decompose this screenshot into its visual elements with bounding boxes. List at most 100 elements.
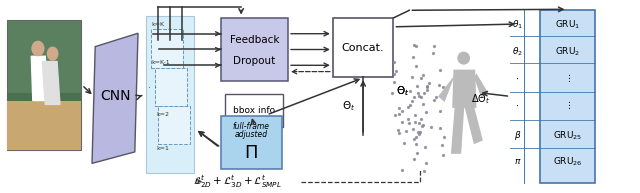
Point: [390, 113, 400, 116]
FancyBboxPatch shape: [225, 94, 283, 127]
Point: [394, 107, 404, 110]
Point: [414, 133, 424, 136]
Point: [405, 89, 415, 92]
Point: [403, 105, 413, 108]
Point: [429, 99, 439, 102]
Point: [394, 132, 404, 135]
Text: · ·: · ·: [148, 83, 157, 93]
Point: [421, 89, 431, 92]
FancyBboxPatch shape: [540, 10, 595, 183]
Polygon shape: [42, 62, 60, 104]
Text: k=K: k=K: [152, 22, 164, 27]
Point: [412, 143, 422, 146]
Point: [392, 128, 403, 131]
Point: [387, 91, 397, 94]
Ellipse shape: [458, 52, 470, 65]
FancyBboxPatch shape: [7, 20, 81, 150]
Text: GRU$_2$: GRU$_2$: [555, 45, 580, 58]
Point: [399, 142, 410, 145]
Point: [408, 128, 419, 131]
Point: [438, 153, 448, 156]
Polygon shape: [438, 73, 456, 102]
Point: [403, 121, 413, 124]
Point: [408, 56, 419, 59]
Point: [404, 103, 415, 106]
Polygon shape: [452, 70, 476, 108]
Point: [410, 113, 420, 116]
FancyBboxPatch shape: [7, 93, 81, 101]
Text: $\Pi$: $\Pi$: [244, 144, 258, 162]
Point: [435, 127, 445, 130]
Point: [422, 85, 433, 88]
Point: [390, 70, 401, 73]
Text: $\pi$: $\pi$: [513, 157, 521, 166]
Point: [408, 158, 419, 161]
Text: $\beta$: $\beta$: [513, 129, 521, 142]
FancyBboxPatch shape: [147, 16, 194, 173]
Text: adjusted: adjusted: [235, 130, 268, 139]
Text: bbox info: bbox info: [233, 106, 275, 115]
Text: Dropout: Dropout: [234, 56, 276, 66]
Point: [415, 77, 426, 80]
Text: k=2: k=2: [157, 112, 170, 117]
Ellipse shape: [47, 47, 58, 61]
Point: [412, 84, 422, 87]
Point: [416, 96, 426, 99]
Point: [412, 130, 422, 134]
FancyBboxPatch shape: [221, 18, 288, 81]
Point: [418, 123, 428, 126]
Point: [409, 137, 419, 141]
Point: [415, 118, 426, 121]
Point: [435, 110, 445, 113]
Point: [411, 64, 421, 67]
Point: [407, 76, 417, 79]
Point: [419, 170, 429, 173]
Text: CNN: CNN: [100, 89, 131, 103]
Text: $\Delta\Theta_t$: $\Delta\Theta_t$: [471, 92, 491, 106]
Text: GRU$_{26}$: GRU$_{26}$: [552, 155, 582, 168]
Text: $\Theta_t$: $\Theta_t$: [396, 84, 410, 97]
Point: [406, 99, 417, 102]
Text: k=1: k=1: [157, 146, 170, 151]
Text: GRU$_1$: GRU$_1$: [555, 18, 580, 31]
Point: [389, 61, 399, 64]
Text: k=K-1: k=K-1: [152, 60, 170, 65]
Point: [397, 109, 407, 112]
FancyBboxPatch shape: [221, 116, 282, 169]
Point: [422, 86, 432, 89]
Point: [435, 68, 445, 71]
Text: $\Theta_t$: $\Theta_t$: [396, 84, 410, 97]
Point: [437, 143, 447, 146]
Text: $\Theta_t$: $\Theta_t$: [342, 99, 356, 113]
Point: [397, 121, 407, 124]
Polygon shape: [474, 73, 488, 98]
Point: [438, 135, 449, 138]
Point: [419, 91, 429, 95]
FancyBboxPatch shape: [155, 68, 186, 106]
Point: [424, 81, 435, 84]
Point: [417, 124, 428, 127]
Text: Feedback: Feedback: [230, 35, 279, 45]
Point: [401, 130, 412, 133]
Point: [420, 146, 430, 149]
Point: [438, 85, 448, 88]
Point: [415, 130, 426, 133]
Point: [421, 161, 431, 164]
Text: $\theta_1$: $\theta_1$: [512, 18, 523, 31]
Polygon shape: [451, 106, 465, 154]
Point: [418, 73, 428, 76]
FancyBboxPatch shape: [152, 29, 183, 68]
Polygon shape: [465, 106, 483, 144]
Point: [410, 136, 420, 139]
Point: [410, 121, 420, 124]
Point: [408, 95, 419, 98]
Point: [428, 52, 438, 55]
Text: $\cdot$: $\cdot$: [515, 101, 519, 109]
Text: $\vdots$: $\vdots$: [564, 99, 571, 111]
Text: GRU$_{25}$: GRU$_{25}$: [553, 129, 582, 142]
Text: full-frame: full-frame: [233, 122, 270, 131]
Point: [397, 169, 408, 172]
Point: [426, 125, 436, 128]
Text: $\cdot$: $\cdot$: [515, 74, 519, 83]
Text: $\mathcal{L}^t_{2D} + \mathcal{L}^t_{3D} + \mathcal{L}^t_{SMPL}$: $\mathcal{L}^t_{2D} + \mathcal{L}^t_{3D}…: [193, 173, 282, 190]
